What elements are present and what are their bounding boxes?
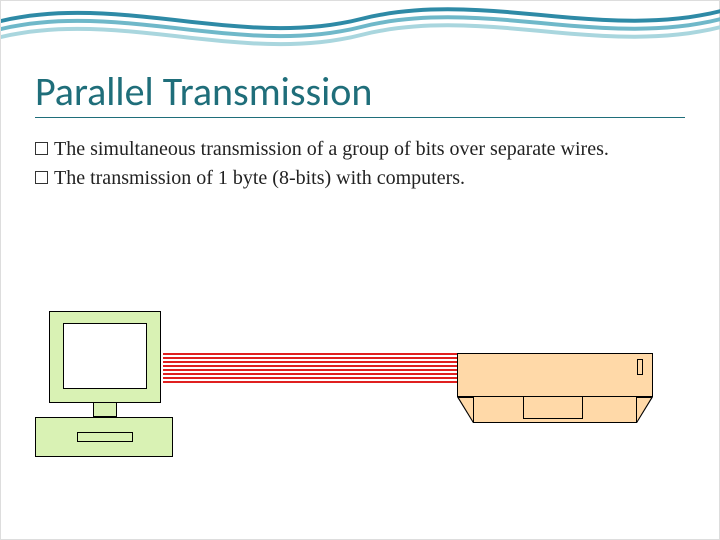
bullet-item: The transmission of 1 byte (8-bits) with… bbox=[35, 165, 685, 192]
hollow-square-bullet-icon bbox=[35, 142, 48, 155]
wire bbox=[163, 357, 459, 359]
printer-body bbox=[457, 353, 653, 397]
content-area: Parallel Transmission The simultaneous t… bbox=[1, 1, 719, 192]
slide-title: Parallel Transmission bbox=[35, 71, 685, 118]
wire bbox=[163, 381, 459, 383]
wire bbox=[163, 377, 459, 379]
parallel-cable bbox=[163, 353, 459, 387]
wire bbox=[163, 369, 459, 371]
wire bbox=[163, 361, 459, 363]
printer-foot-right bbox=[637, 397, 653, 423]
computer-drive bbox=[77, 432, 133, 442]
bullet-text: The simultaneous transmission of a group… bbox=[54, 136, 685, 163]
hollow-square-bullet-icon bbox=[35, 171, 48, 184]
bullet-text: The transmission of 1 byte (8-bits) with… bbox=[54, 165, 685, 192]
slide: Parallel Transmission The simultaneous t… bbox=[0, 0, 720, 540]
printer-foot-left bbox=[457, 397, 473, 423]
computer-stand bbox=[93, 403, 117, 417]
bullet-item: The simultaneous transmission of a group… bbox=[35, 136, 685, 163]
computer-screen bbox=[63, 323, 147, 389]
printer-slot bbox=[637, 359, 643, 375]
bullet-list: The simultaneous transmission of a group… bbox=[35, 136, 685, 192]
wire bbox=[163, 353, 459, 355]
parallel-transmission-diagram bbox=[31, 311, 691, 511]
wire bbox=[163, 373, 459, 375]
wire bbox=[163, 365, 459, 367]
printer-tray bbox=[523, 397, 583, 419]
